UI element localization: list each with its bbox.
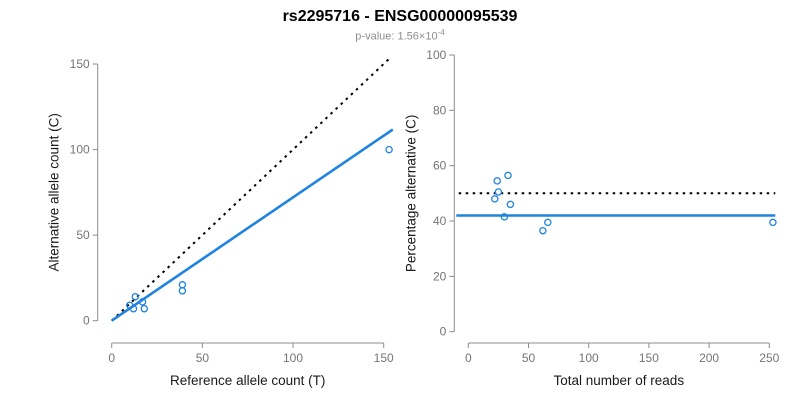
data-point bbox=[491, 195, 499, 203]
data-point bbox=[769, 218, 777, 227]
y-tick-label: 50 bbox=[76, 228, 90, 242]
data-point bbox=[131, 292, 140, 301]
y-tick-label: 100 bbox=[426, 48, 446, 62]
pvalue-exponent: -4 bbox=[437, 28, 445, 37]
y-tick-label: 100 bbox=[70, 143, 90, 157]
identity-line bbox=[111, 57, 391, 322]
data-point bbox=[178, 287, 187, 295]
plot-title: rs2295716 - ENSG00000095539 bbox=[282, 8, 518, 25]
x-tick-label: 0 bbox=[465, 351, 472, 365]
x-tick-label: 250 bbox=[759, 351, 779, 365]
x-tick-label: 100 bbox=[283, 351, 303, 365]
y-tick-label: 80 bbox=[433, 103, 447, 117]
y-tick-label: 0 bbox=[83, 314, 90, 328]
y-tick-label: 150 bbox=[70, 57, 90, 71]
x-tick-label: 200 bbox=[699, 351, 719, 365]
y-tick-label: 40 bbox=[433, 214, 447, 228]
x-axis-title: Reference allele count (T) bbox=[170, 373, 325, 388]
data-point bbox=[494, 188, 503, 196]
data-point bbox=[140, 304, 149, 313]
pvalue-label: p-value: bbox=[355, 30, 398, 43]
x-tick-label: 150 bbox=[639, 351, 659, 365]
data-point bbox=[506, 200, 515, 209]
y-tick-label: 20 bbox=[433, 269, 447, 283]
chart-header: rs2295716 - ENSG00000095539 p-value: 1.5… bbox=[0, 0, 800, 43]
y-tick-label: 60 bbox=[433, 159, 447, 173]
data-point bbox=[544, 218, 552, 227]
x-tick-label: 50 bbox=[522, 351, 536, 365]
pvalue-value: 1.56×10 bbox=[397, 30, 438, 43]
x-axis-title: Total number of reads bbox=[554, 373, 685, 388]
x-tick-label: 100 bbox=[579, 351, 599, 365]
data-point bbox=[385, 145, 393, 154]
x-tick-label: 0 bbox=[108, 351, 115, 365]
data-point bbox=[493, 177, 501, 185]
y-axis-title: Alternative allele count (C) bbox=[47, 113, 62, 271]
x-tick-label: 50 bbox=[196, 351, 210, 365]
data-point bbox=[539, 226, 547, 235]
y-axis-title: Percentage alternative (C) bbox=[403, 115, 418, 273]
y-tick-label: 0 bbox=[440, 325, 447, 339]
data-point bbox=[138, 298, 147, 306]
plot-subtitle: p-value: 1.56×10-4 bbox=[0, 28, 800, 43]
fit-line bbox=[110, 128, 394, 322]
data-point bbox=[504, 171, 512, 180]
x-tick-label: 150 bbox=[374, 351, 394, 365]
data-point bbox=[500, 213, 509, 221]
data-point bbox=[129, 304, 138, 313]
data-point bbox=[178, 281, 187, 289]
